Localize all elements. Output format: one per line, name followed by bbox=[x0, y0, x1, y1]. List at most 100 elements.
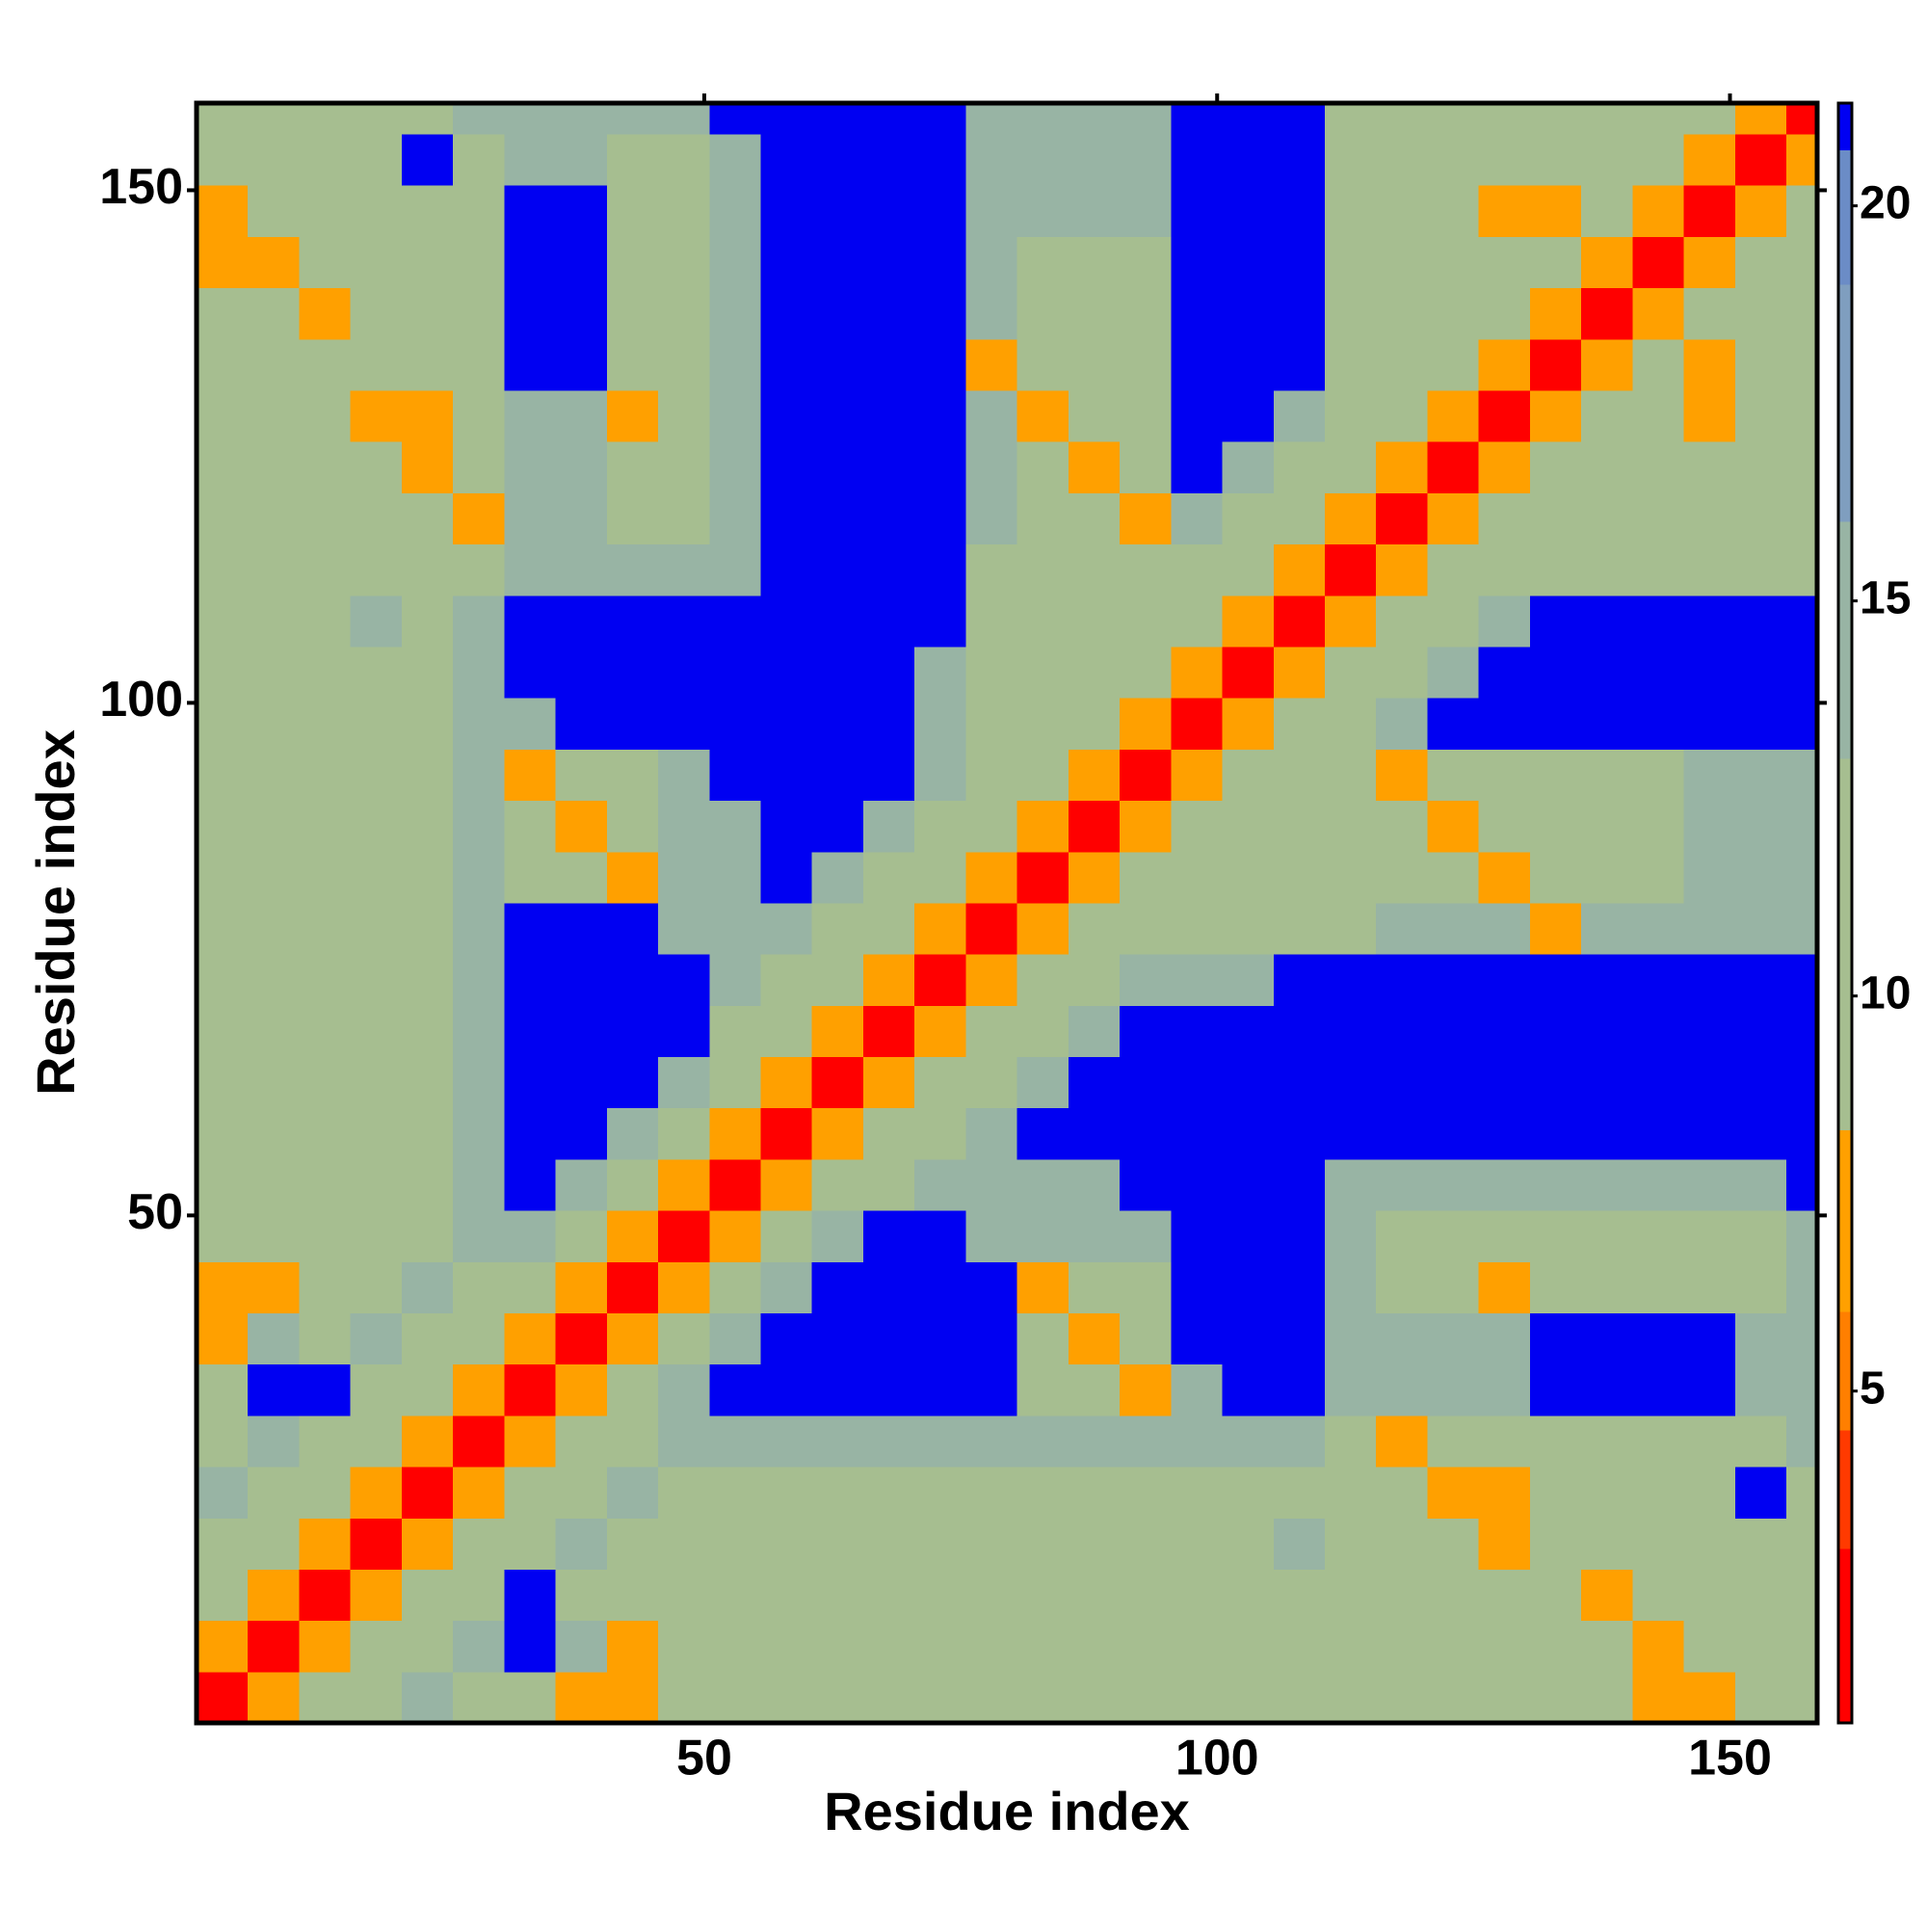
heatmap-cell bbox=[1632, 287, 1685, 340]
heatmap-cell bbox=[197, 1312, 249, 1365]
heatmap-cell bbox=[914, 851, 967, 904]
heatmap-cell bbox=[453, 492, 505, 545]
heatmap-cell bbox=[401, 1261, 454, 1314]
heatmap-cell bbox=[1325, 646, 1377, 699]
heatmap-cell bbox=[1734, 698, 1787, 750]
heatmap-cell bbox=[504, 236, 557, 289]
heatmap-cell bbox=[1120, 1518, 1172, 1571]
heatmap-cell bbox=[811, 103, 864, 135]
heatmap-cell bbox=[1427, 646, 1480, 699]
heatmap-cell bbox=[555, 287, 608, 340]
heatmap-cell bbox=[197, 1620, 249, 1673]
heatmap-cell bbox=[1478, 1312, 1531, 1365]
heatmap-cell bbox=[1478, 1005, 1531, 1058]
heatmap-cell bbox=[248, 1671, 301, 1723]
heatmap-cell bbox=[914, 902, 967, 955]
heatmap-cell bbox=[1376, 103, 1429, 135]
heatmap-cell bbox=[1632, 1056, 1685, 1109]
heatmap-cell bbox=[1683, 133, 1736, 186]
heatmap-cell bbox=[1016, 698, 1069, 750]
heatmap-cell bbox=[197, 185, 249, 237]
heatmap-cell bbox=[1171, 1158, 1224, 1211]
heatmap-cell bbox=[1376, 543, 1429, 596]
heatmap-cell bbox=[1068, 1415, 1121, 1468]
heatmap-cell bbox=[709, 954, 762, 1006]
heatmap-cell bbox=[658, 698, 710, 750]
heatmap-cell bbox=[914, 492, 967, 545]
heatmap-cell bbox=[1427, 1261, 1480, 1314]
heatmap-cell bbox=[401, 543, 454, 596]
heatmap-cell bbox=[555, 492, 608, 545]
y-tick-label: 100 bbox=[99, 672, 183, 728]
heatmap-cell bbox=[1529, 1671, 1582, 1723]
x-axis-label: Residue index bbox=[824, 1781, 1190, 1841]
heatmap-cell bbox=[1273, 103, 1326, 135]
heatmap-cell bbox=[1273, 338, 1326, 391]
heatmap-cell bbox=[914, 1671, 967, 1723]
heatmap-cell bbox=[965, 1312, 1018, 1365]
heatmap-cell bbox=[1734, 1158, 1787, 1211]
heatmap-cell bbox=[453, 1518, 505, 1571]
heatmap-cell bbox=[1529, 543, 1582, 596]
heatmap-cell bbox=[709, 1415, 762, 1468]
colorbar-tick-label: 20 bbox=[1860, 177, 1911, 228]
heatmap-cell bbox=[1120, 1363, 1172, 1416]
heatmap-cell bbox=[1427, 287, 1480, 340]
heatmap-cell bbox=[248, 1312, 301, 1365]
heatmap-cell bbox=[1786, 441, 1817, 493]
heatmap-cell bbox=[1427, 595, 1480, 648]
heatmap-cell bbox=[453, 1415, 505, 1468]
heatmap-cell bbox=[350, 954, 403, 1006]
heatmap-cell bbox=[1529, 389, 1582, 442]
heatmap-cell bbox=[1325, 1261, 1377, 1314]
heatmap-cell bbox=[1786, 1415, 1817, 1468]
heatmap-cell bbox=[1376, 698, 1429, 750]
heatmap-cell bbox=[862, 1056, 915, 1109]
heatmap-cell bbox=[1120, 595, 1172, 648]
heatmap-cell bbox=[1273, 1312, 1326, 1365]
heatmap-cell bbox=[1376, 492, 1429, 545]
heatmap-cell bbox=[1325, 698, 1377, 750]
heatmap-cell bbox=[1683, 1671, 1736, 1723]
heatmap-cell bbox=[1325, 441, 1377, 493]
heatmap-cell bbox=[811, 1415, 864, 1468]
heatmap-cell bbox=[350, 1210, 403, 1262]
heatmap-cell bbox=[1581, 389, 1633, 442]
heatmap-cell bbox=[1016, 800, 1069, 853]
heatmap-cell bbox=[1325, 851, 1377, 904]
heatmap-cell bbox=[1016, 185, 1069, 237]
heatmap-cell bbox=[1786, 1005, 1817, 1058]
heatmap-cell bbox=[555, 103, 608, 135]
heatmap-cell bbox=[1016, 236, 1069, 289]
heatmap-cell bbox=[1734, 133, 1787, 186]
heatmap-cell bbox=[401, 441, 454, 493]
heatmap-cell bbox=[1632, 1005, 1685, 1058]
heatmap-cell bbox=[1120, 1210, 1172, 1262]
heatmap-cell bbox=[1325, 1620, 1377, 1673]
heatmap-cell bbox=[1376, 389, 1429, 442]
heatmap-cell bbox=[1120, 902, 1172, 955]
heatmap-cell bbox=[1016, 902, 1069, 955]
heatmap-cell bbox=[401, 1620, 454, 1673]
heatmap-cell bbox=[401, 1312, 454, 1365]
heatmap-cell bbox=[1529, 1261, 1582, 1314]
heatmap-cell bbox=[811, 1056, 864, 1109]
heatmap-cell bbox=[1683, 646, 1736, 699]
heatmap-cell bbox=[1529, 287, 1582, 340]
heatmap-cell bbox=[1376, 1107, 1429, 1160]
heatmap-cell bbox=[350, 749, 403, 802]
heatmap-cell bbox=[401, 1158, 454, 1211]
heatmap-cell bbox=[1068, 1518, 1121, 1571]
heatmap-cell bbox=[709, 851, 762, 904]
heatmap-cell bbox=[1222, 441, 1275, 493]
heatmap-cell bbox=[248, 1261, 301, 1314]
heatmap-cell bbox=[504, 1415, 557, 1468]
heatmap-cell bbox=[1222, 543, 1275, 596]
heatmap-cell bbox=[1068, 1261, 1121, 1314]
heatmap-cell bbox=[1529, 800, 1582, 853]
heatmap-cell bbox=[1427, 851, 1480, 904]
heatmap-cell bbox=[965, 1467, 1018, 1519]
heatmap-cell bbox=[1478, 851, 1531, 904]
heatmap-cell bbox=[1478, 749, 1531, 802]
heatmap-cell bbox=[914, 338, 967, 391]
